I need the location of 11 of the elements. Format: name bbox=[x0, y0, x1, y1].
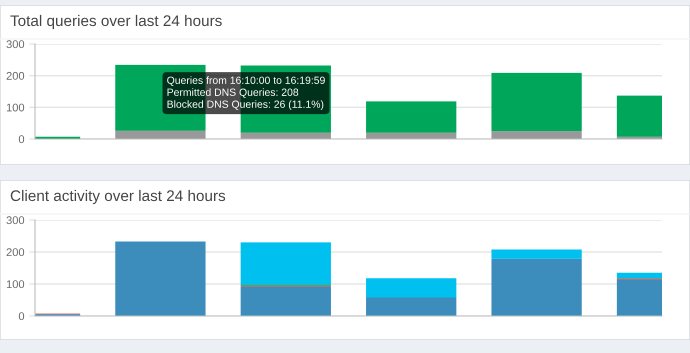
y-tick-label: 300 bbox=[6, 216, 24, 224]
y-tick-label: 100 bbox=[6, 104, 24, 112]
annotation: Queries from 16:10:00 to 16:19:59 Permitted DNS Queries: 208 Blocked DNS Queries: 26 (11.1%) bbox=[167, 76, 325, 110]
y-tick-label: 200 bbox=[6, 248, 24, 256]
y-tick-label: 0 bbox=[18, 135, 24, 144]
y-tick-label: 300 bbox=[6, 40, 24, 48]
chart-title: Total queries over last 24 hours bbox=[10, 14, 222, 30]
chart-title: Client activity over last 24 hours bbox=[10, 190, 226, 204]
y-tick-label: 0 bbox=[18, 312, 24, 320]
y-tick-label: 200 bbox=[6, 72, 24, 80]
y-tick-label: 100 bbox=[6, 280, 24, 288]
